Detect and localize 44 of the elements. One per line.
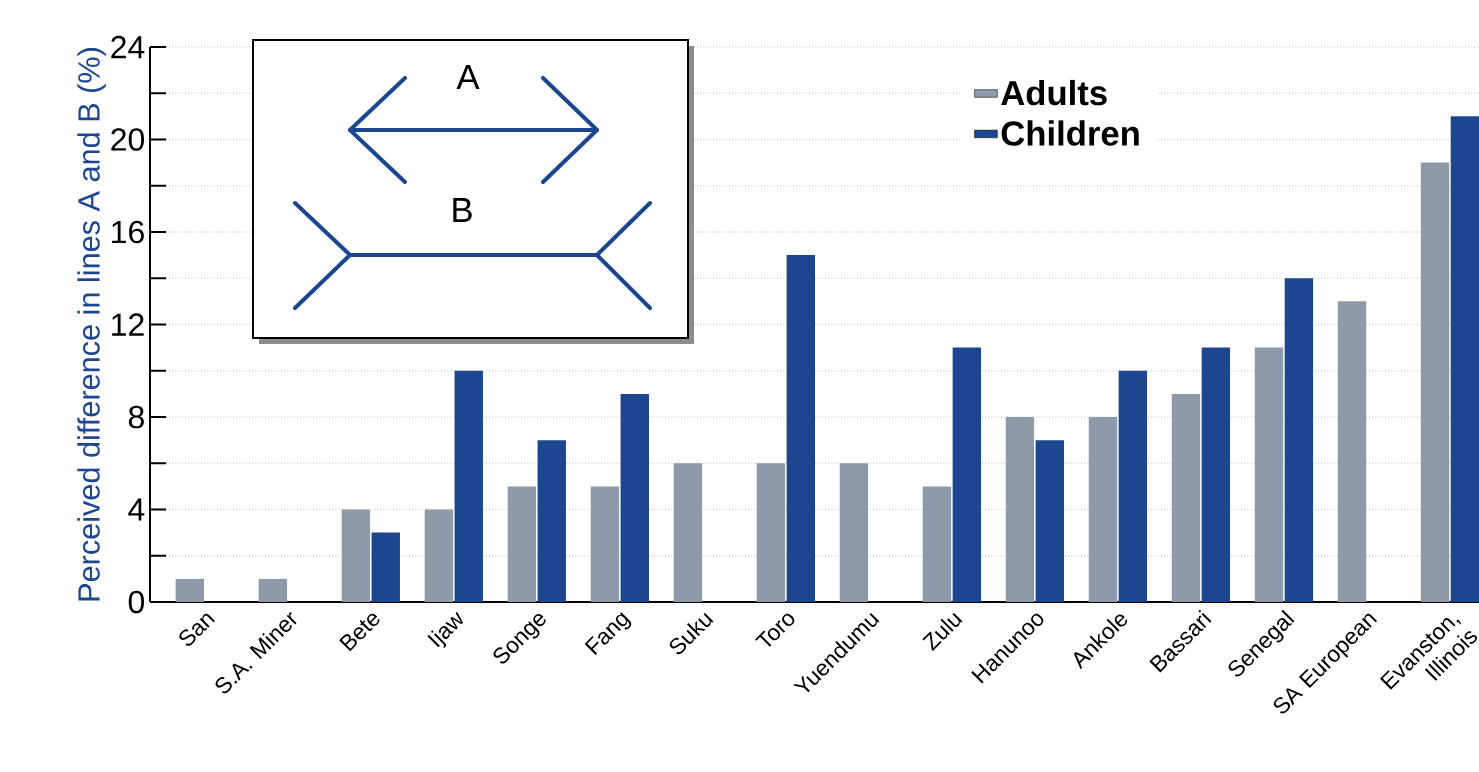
legend-label: Children bbox=[1001, 120, 1139, 146]
x-tick-label: Bete bbox=[339, 613, 380, 652]
bar bbox=[1254, 347, 1284, 602]
bar bbox=[454, 370, 483, 602]
annotation: A bbox=[456, 65, 480, 89]
bar bbox=[175, 578, 205, 602]
y-tick-label: 16 bbox=[112, 220, 144, 244]
bar bbox=[371, 532, 400, 602]
y-tick-label: 12 bbox=[112, 313, 144, 336]
bar bbox=[258, 578, 288, 602]
bar bbox=[424, 509, 454, 602]
bar bbox=[1088, 417, 1118, 602]
x-tick-label: Toro bbox=[755, 613, 795, 647]
bar bbox=[1118, 370, 1148, 602]
bar bbox=[839, 463, 869, 602]
x-tick-label: Ijaw bbox=[427, 611, 464, 648]
bar bbox=[756, 463, 786, 602]
bar bbox=[1005, 417, 1035, 602]
bar bbox=[673, 463, 703, 602]
bar bbox=[1171, 393, 1201, 602]
bar bbox=[1284, 278, 1314, 602]
bar bbox=[620, 393, 649, 602]
bar bbox=[1035, 440, 1065, 602]
legend-label: Adults bbox=[1001, 79, 1107, 106]
bar bbox=[1450, 116, 1479, 602]
bar bbox=[1201, 347, 1231, 602]
bar bbox=[922, 486, 952, 602]
x-tick-label: San bbox=[179, 613, 215, 646]
bar bbox=[1337, 301, 1367, 602]
bar bbox=[537, 440, 566, 602]
y-tick-label: 4 bbox=[128, 498, 145, 521]
bar bbox=[507, 486, 537, 602]
y-tick-label: 20 bbox=[111, 128, 145, 151]
x-tick-label: Zulu bbox=[922, 612, 963, 651]
y-tick-label: 8 bbox=[128, 405, 144, 429]
bar bbox=[341, 509, 371, 602]
bar bbox=[590, 486, 620, 602]
bar bbox=[952, 347, 982, 602]
y-axis-title: Perceived difference in lines A and B (%) bbox=[77, 48, 106, 601]
bar bbox=[786, 255, 816, 602]
bar bbox=[1420, 162, 1450, 602]
y-tick-label: 0 bbox=[128, 590, 145, 614]
annotation: B bbox=[453, 198, 472, 222]
y-tick-label: 24 bbox=[111, 35, 145, 59]
